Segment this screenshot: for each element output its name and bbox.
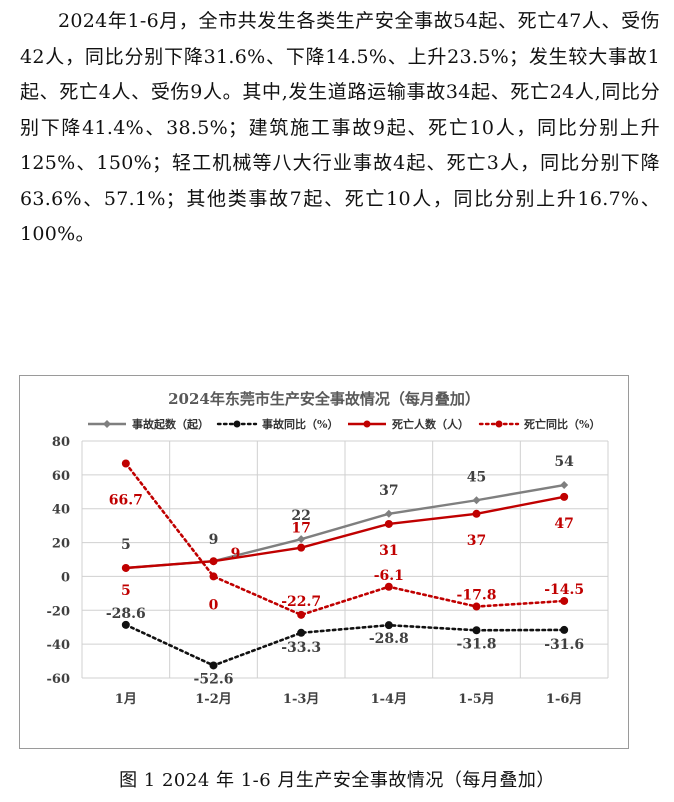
data-point <box>297 610 306 619</box>
legend-label: 死亡人数（人） <box>392 417 469 431</box>
data-label: 45 <box>467 469 486 485</box>
data-label: 47 <box>554 516 573 532</box>
data-point <box>297 535 306 544</box>
data-label: 31 <box>379 543 398 559</box>
chart-legend: 事故起数（起） 事故同比（%） 死亡人数（人） 死亡同比（%） <box>88 417 600 431</box>
y-tick-label: -20 <box>47 604 71 619</box>
data-point <box>384 519 393 528</box>
data-label: 5 <box>121 537 131 553</box>
data-label: -6.1 <box>374 568 404 584</box>
data-label: 5 <box>121 583 131 599</box>
data-point <box>472 626 481 635</box>
x-tick-label: 1-5月 <box>458 692 495 707</box>
data-point <box>384 509 393 518</box>
x-axis-ticks: 1月 1-2月 1-3月 1-4月 1-5月 1-6月 <box>115 692 583 707</box>
data-point <box>560 625 569 634</box>
legend-marker <box>103 420 111 428</box>
data-point <box>560 481 569 490</box>
data-label: 66.7 <box>109 493 143 509</box>
summary-paragraph: 2024年1-6月，全市共发生各类生产安全事故54起、死亡47人、受伤42人，同… <box>20 10 660 245</box>
chart-title: 2024年东莞市生产安全事故情况（每月叠加） <box>168 390 480 408</box>
y-axis-ticks: 80 60 40 20 0 -20 -40 -60 <box>47 435 71 687</box>
y-tick-label: 80 <box>52 435 70 450</box>
x-tick-label: 1-4月 <box>371 692 408 707</box>
data-point <box>472 509 481 518</box>
data-label: 37 <box>467 533 486 549</box>
data-point <box>209 572 218 581</box>
series-line-3 <box>124 462 566 617</box>
y-tick-label: -40 <box>47 638 71 653</box>
series-line-2 <box>125 495 565 570</box>
data-label: 54 <box>554 454 574 470</box>
y-tick-label: 60 <box>52 469 70 484</box>
data-label: 22 <box>291 508 310 524</box>
data-point <box>297 628 306 637</box>
legend-label: 事故起数（起） <box>132 417 209 431</box>
chart-series <box>121 459 569 670</box>
data-point <box>560 492 569 501</box>
data-label: -14.5 <box>544 582 584 598</box>
data-label: 37 <box>379 483 398 499</box>
data-label: -17.8 <box>457 588 497 604</box>
data-point <box>297 543 306 552</box>
data-label: 0 <box>209 597 219 613</box>
data-point <box>209 557 218 566</box>
data-labels: 5 9 22 37 45 54 -28.6 -52.6 -33.3 -28.8 -31.8 -31.6… <box>106 454 584 687</box>
x-tick-label: 1月 <box>115 692 137 707</box>
data-point <box>209 661 218 670</box>
data-label: -22.7 <box>281 594 321 610</box>
data-point <box>121 459 130 468</box>
legend-label: 死亡同比（%） <box>524 417 600 431</box>
legend-label: 事故同比（%） <box>262 417 338 431</box>
data-label: -31.8 <box>457 636 497 652</box>
data-label: -28.6 <box>106 606 146 622</box>
line-chart: 2024年东莞市生产安全事故情况（每月叠加） 事故起数（起） 事故同比（%） 死亡人… <box>47 390 609 707</box>
legend-marker <box>495 420 503 428</box>
x-tick-label: 1-6月 <box>546 692 583 707</box>
legend-marker <box>363 420 371 428</box>
data-label: -52.6 <box>194 671 234 687</box>
data-point <box>121 563 130 572</box>
data-label: -31.6 <box>544 637 584 653</box>
legend-marker <box>233 420 241 428</box>
data-point <box>384 582 393 591</box>
y-tick-label: 20 <box>52 537 70 552</box>
data-point <box>472 602 481 611</box>
series-line-1 <box>124 623 566 667</box>
data-label: -28.8 <box>369 631 409 647</box>
chart-grid <box>81 440 609 679</box>
x-tick-label: 1-3月 <box>283 692 320 707</box>
data-label: 9 <box>231 546 241 562</box>
chart-container: 2024年东莞市生产安全事故情况（每月叠加） 事故起数（起） 事故同比（%） 死亡人… <box>19 375 629 749</box>
data-point <box>472 496 481 505</box>
data-label: -33.3 <box>281 640 321 656</box>
data-label: 17 <box>291 521 310 537</box>
y-tick-label: 40 <box>52 503 70 518</box>
y-tick-label: 0 <box>61 570 70 585</box>
figure-caption: 图 1 2024 年 1-6 月生产安全事故情况（每月叠加） <box>119 770 555 791</box>
data-point <box>560 596 569 605</box>
data-point <box>384 621 393 630</box>
y-tick-label: -60 <box>47 672 71 687</box>
data-point <box>121 620 130 629</box>
data-label: 9 <box>209 532 219 548</box>
x-tick-label: 1-2月 <box>195 692 232 707</box>
